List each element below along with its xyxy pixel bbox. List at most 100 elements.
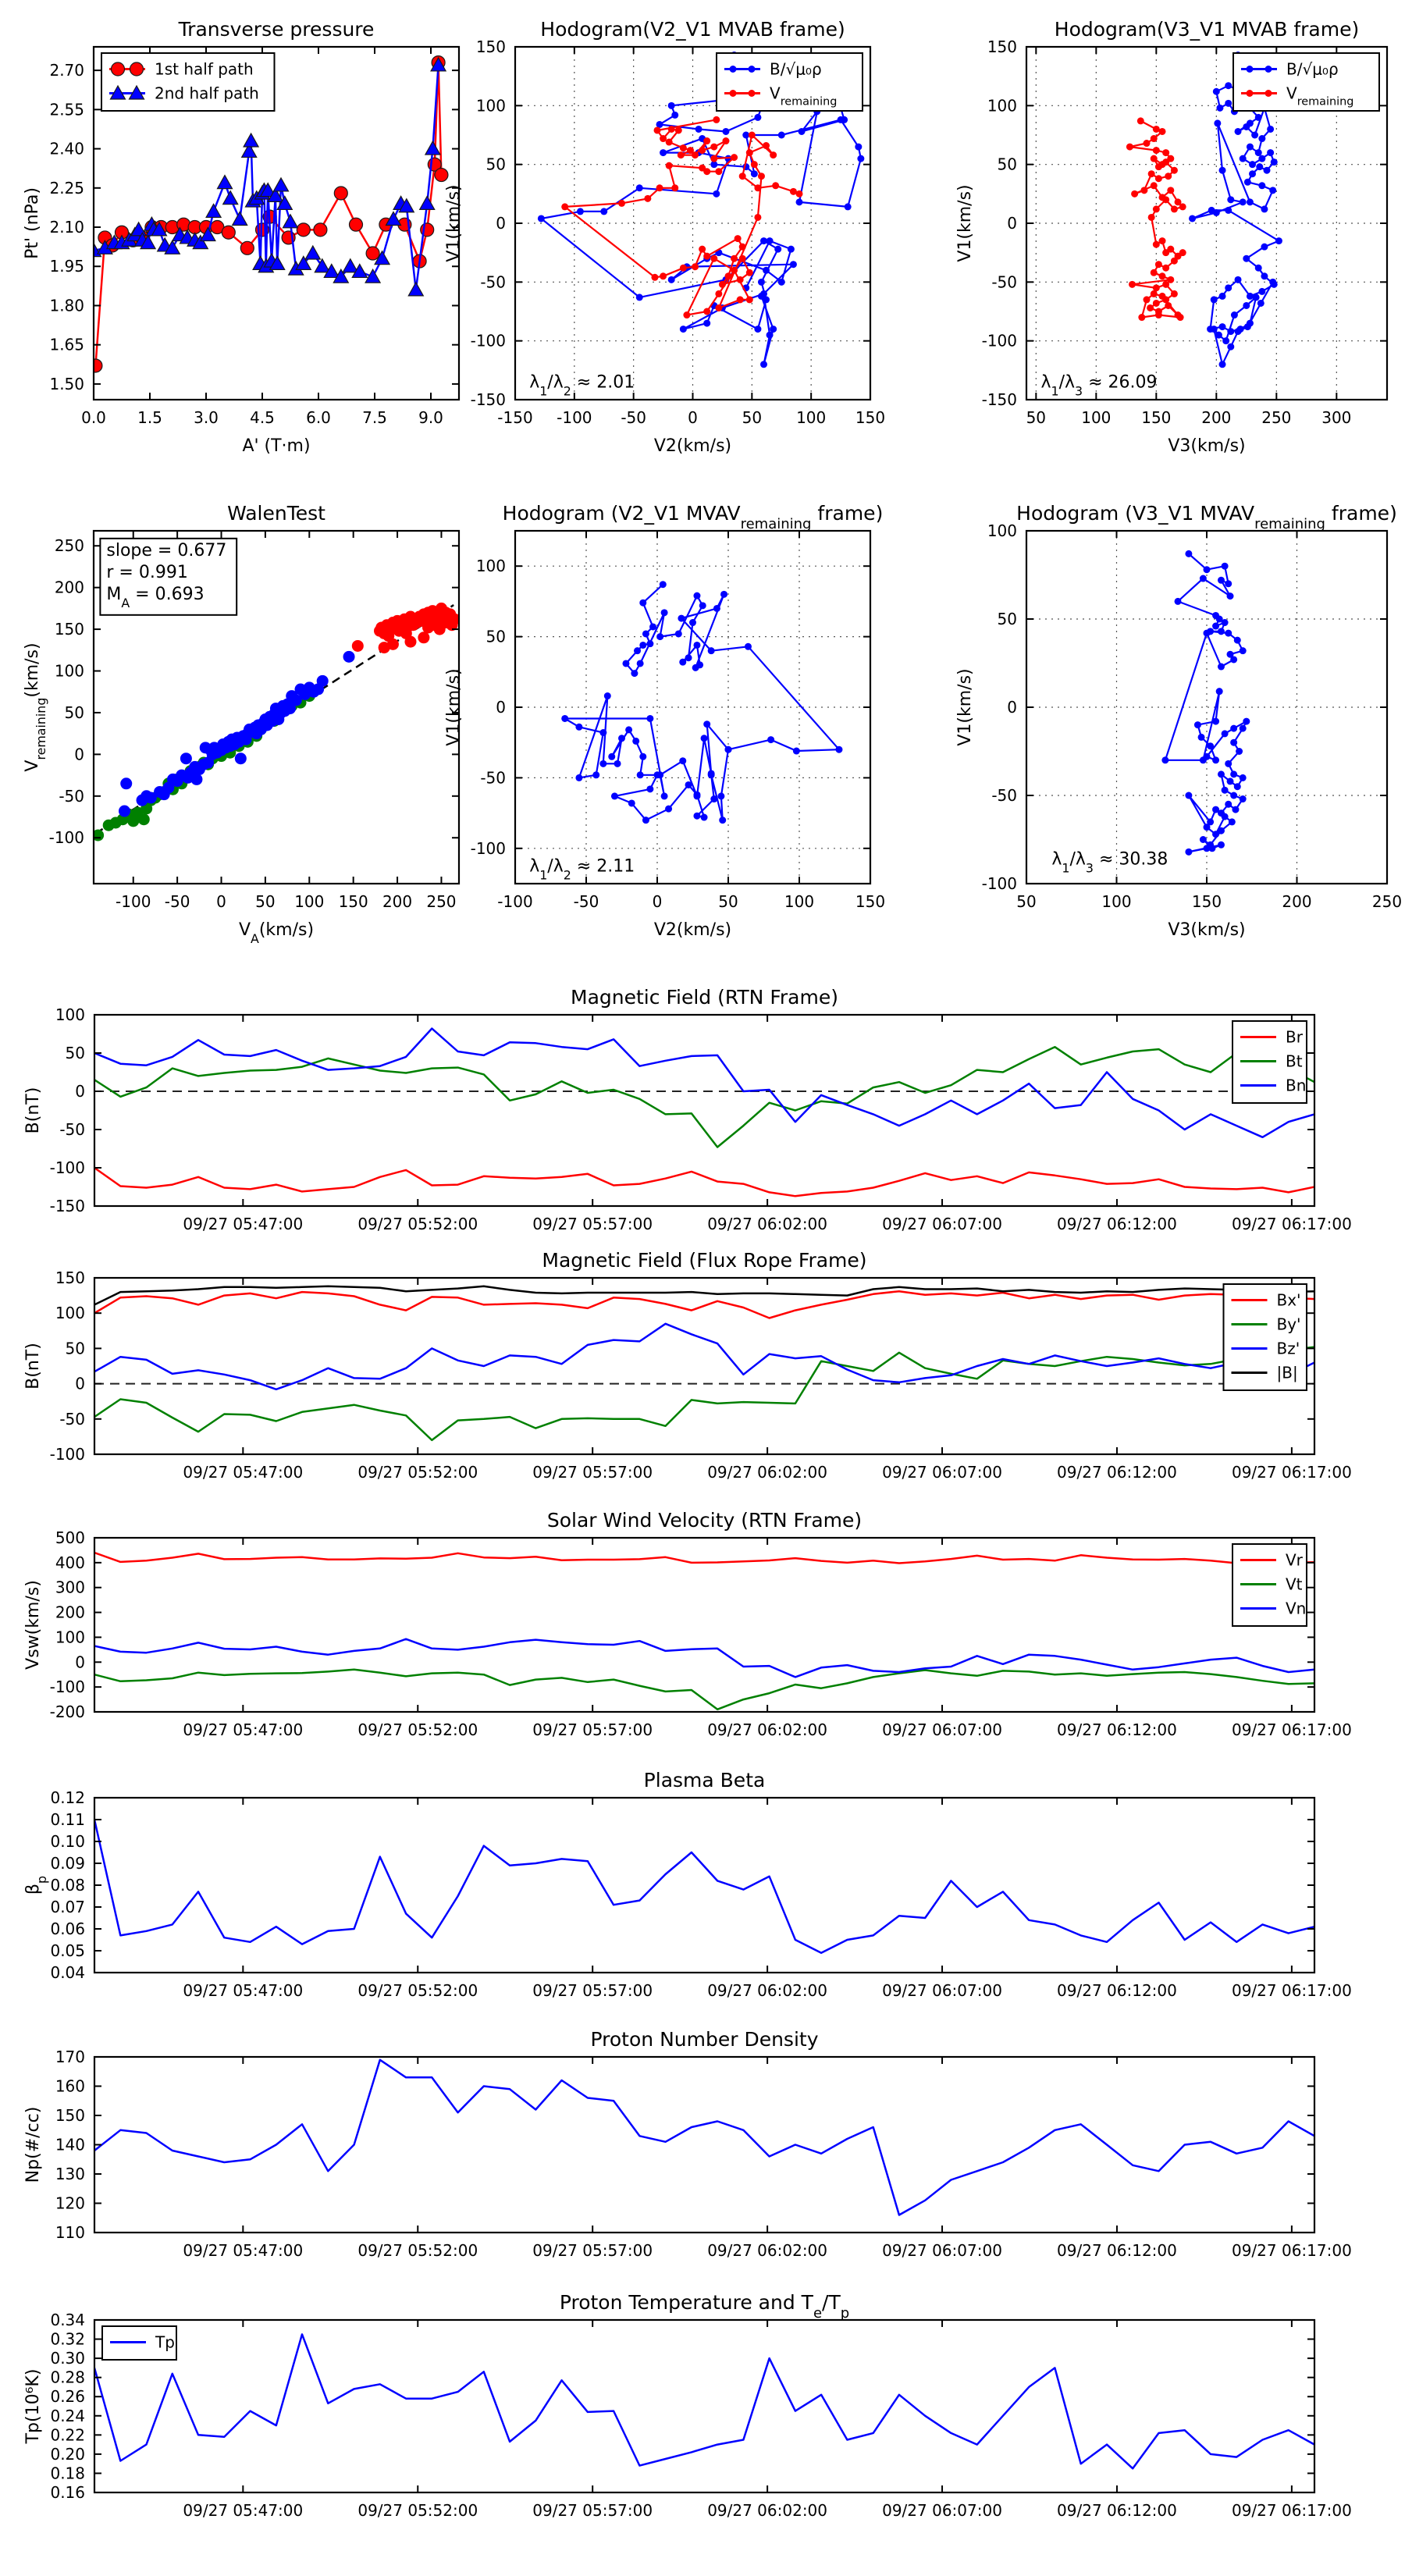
y-tick-label: 50 — [486, 628, 506, 646]
y-tick-label: 1.65 — [49, 336, 84, 354]
y-tick-label: -50 — [480, 272, 506, 291]
x-axis-label: V3(km/s) — [1168, 436, 1245, 456]
y-tick-label: 130 — [55, 2165, 85, 2183]
series-blue-points — [118, 650, 355, 817]
x-tick-label: 09/27 05:57:00 — [532, 1463, 653, 1482]
x-tick-label: 09/27 05:52:00 — [357, 2241, 478, 2260]
y-tick-label: -100 — [50, 1158, 85, 1177]
legend-label: Vremaining — [1286, 84, 1353, 109]
axes-box — [93, 2318, 1316, 2494]
ticks: -150 -100 -50 0 50 100 150 -150 -100 -50 0 50 100 150 — [471, 37, 885, 427]
series-tp — [94, 2333, 1314, 2470]
y-tick-label: 0.18 — [50, 2464, 85, 2482]
y-axis-label: Np(#/cc) — [23, 2107, 43, 2183]
y-tick-label: 0 — [75, 1375, 85, 1393]
y-tick-label: 50 — [486, 155, 506, 174]
x-tick-label: 150 — [1141, 408, 1171, 427]
x-tick-label: 09/27 06:02:00 — [707, 1463, 827, 1482]
ticks: 09/27 05:47:00 09/27 05:52:00 09/27 05:57:… — [50, 1005, 1352, 1233]
y-tick-label: 0.26 — [50, 2387, 85, 2406]
series-v-remaining-path — [1161, 550, 1250, 856]
x-tick-label: 09/27 05:57:00 — [532, 2241, 653, 2260]
x-tick-label: 09/27 05:47:00 — [183, 1981, 303, 2000]
y-tick-label: -150 — [982, 390, 1017, 409]
series-layer — [94, 2058, 1314, 2216]
legend-label: Vremaining — [770, 84, 837, 109]
x-tick-label: 09/27 06:07:00 — [882, 1981, 1002, 2000]
series-layer — [94, 1551, 1314, 1711]
y-tick-label: -100 — [50, 1678, 85, 1696]
x-tick-label: 3.0 — [194, 408, 219, 427]
y-axis-label: B(nT) — [23, 1343, 43, 1389]
walen-test-title: WalenTest — [227, 502, 325, 525]
annotation-text: λ1/λ2 ≈ 2.11 — [529, 856, 635, 882]
y-tick-label: 2.40 — [49, 140, 84, 158]
y-tick-label: 50 — [65, 703, 84, 722]
series-vr — [94, 1551, 1314, 1565]
x-tick-label: 09/27 05:57:00 — [532, 1215, 653, 1233]
x-tick-label: 0 — [216, 892, 226, 911]
x-tick-label: -50 — [574, 892, 599, 911]
y-tick-label: 140 — [55, 2136, 85, 2154]
y-tick-label: 160 — [55, 2077, 85, 2096]
x-tick-label: 09/27 05:52:00 — [357, 1720, 478, 1739]
hodogram-v3v1-mvav-title: Hodogram (V3_V1 MVAVremaining frame) — [1016, 502, 1397, 532]
y-tick-label: 50 — [66, 1044, 85, 1062]
y-tick-label: 0.08 — [50, 1876, 85, 1895]
y-tick-label: 150 — [987, 37, 1017, 56]
series-layer — [94, 602, 459, 841]
x-tick-label: 4.5 — [250, 408, 275, 427]
hodogram-v2v1-mvav-title: Hodogram (V2_V1 MVAVremaining frame) — [503, 502, 884, 532]
y-tick-label: 120 — [55, 2194, 85, 2213]
series-red-points — [351, 602, 459, 654]
x-tick-label: 09/27 06:12:00 — [1057, 2501, 1177, 2520]
y-tick-label: -100 — [982, 874, 1017, 893]
y-tick-label: 100 — [55, 1628, 85, 1646]
y-tick-label: 250 — [55, 536, 84, 555]
y-tick-label: 500 — [55, 1528, 85, 1547]
plasma-beta-title: Plasma Beta — [644, 1769, 766, 1791]
x-tick-label: 09/27 06:17:00 — [1232, 1981, 1352, 2000]
annotation-text: slope = 0.677 — [106, 541, 226, 560]
x-axis-label: V2(km/s) — [654, 436, 731, 456]
y-tick-label: -50 — [59, 1120, 85, 1139]
x-tick-label: 7.5 — [362, 408, 387, 427]
y-tick-label: -150 — [471, 390, 506, 409]
x-tick-label: 0 — [653, 892, 663, 911]
y-tick-label: -50 — [991, 272, 1017, 291]
x-tick-label: 50 — [718, 892, 738, 911]
legend-label: Vn — [1286, 1599, 1306, 1618]
x-tick-label: 100 — [796, 408, 826, 427]
series-layer — [1161, 550, 1250, 856]
series-b-sqrt-mu0-rho- — [1189, 52, 1282, 368]
legend: B/√μ₀ρ Vremaining — [716, 52, 863, 112]
y-tick-label: 0.30 — [50, 2349, 85, 2368]
x-tick-label: 09/27 06:02:00 — [707, 1215, 827, 1233]
x-tick-label: 0 — [688, 408, 698, 427]
legend-label: 1st half path — [155, 60, 254, 79]
y-tick-label: 2.10 — [49, 218, 84, 237]
x-tick-label: 09/27 06:12:00 — [1057, 1215, 1177, 1233]
series-2nd-half-path — [94, 56, 447, 297]
axes-box — [92, 45, 461, 401]
axes-box — [93, 1276, 1316, 1456]
y-tick-label: 100 — [55, 1005, 85, 1024]
x-tick-label: 100 — [294, 892, 324, 911]
x-tick-label: -150 — [497, 408, 532, 427]
series-vn — [94, 1638, 1314, 1678]
legend-label: Br — [1286, 1028, 1304, 1047]
x-tick-label: 09/27 06:17:00 — [1232, 1215, 1352, 1233]
y-tick-label: 0 — [1007, 214, 1017, 233]
y-axis-label: V1(km/s) — [955, 184, 975, 262]
y-tick-label: 100 — [476, 96, 506, 115]
y-tick-label: 0 — [1007, 698, 1017, 717]
y-tick-label: 0.05 — [50, 1941, 85, 1960]
y-tick-label: -50 — [480, 768, 506, 787]
ticks: -100 -50 0 50 100 150 -100 -50 0 50 100 — [471, 531, 885, 911]
y-tick-label: 100 — [987, 96, 1017, 115]
y-tick-label: 0.32 — [50, 2330, 85, 2349]
y-tick-label: 0 — [496, 214, 506, 233]
annotation: λ1/λ3 ≈ 30.38 — [1051, 849, 1168, 875]
